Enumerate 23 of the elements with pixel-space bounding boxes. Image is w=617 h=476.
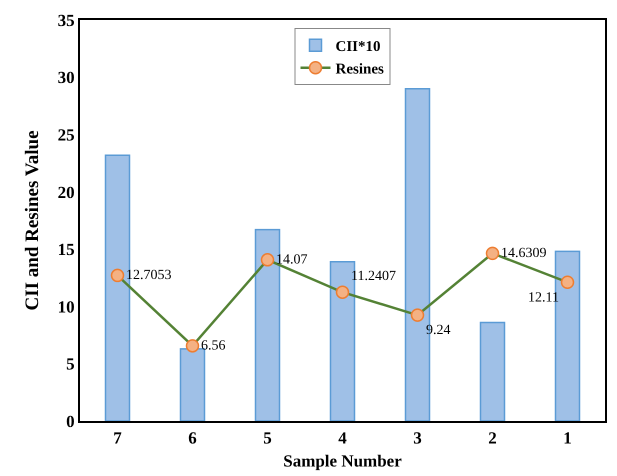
x-tick-label: 7 [113,428,122,448]
bar [480,322,506,421]
y-tick-label: 35 [58,10,75,30]
x-tick-label: 3 [413,428,422,448]
data-label: 14.6309 [501,246,546,261]
y-tick-label: 30 [58,68,75,88]
y-tick-label: 20 [58,182,75,202]
x-tick-label: 6 [188,428,197,448]
x-tick-label: 1 [563,428,572,448]
x-tick-label: 5 [263,428,272,448]
y-tick-label: 0 [66,412,75,431]
x-tick-label: 4 [338,428,348,448]
y-tick-label: 25 [58,126,75,145]
y-tick-label: 10 [58,297,75,316]
bar [180,348,206,421]
x-tick-label: 2 [488,428,497,448]
y-tick-label: 15 [58,240,75,260]
legend-label: Resines [336,62,384,78]
legend-label: CII*10 [336,39,381,56]
y-tick-label: 5 [66,354,75,374]
data-label: 6.56 [201,338,226,354]
x-axis-title: Sample Number [283,451,402,470]
y-axis-title: CII and Resines Value [22,130,43,311]
